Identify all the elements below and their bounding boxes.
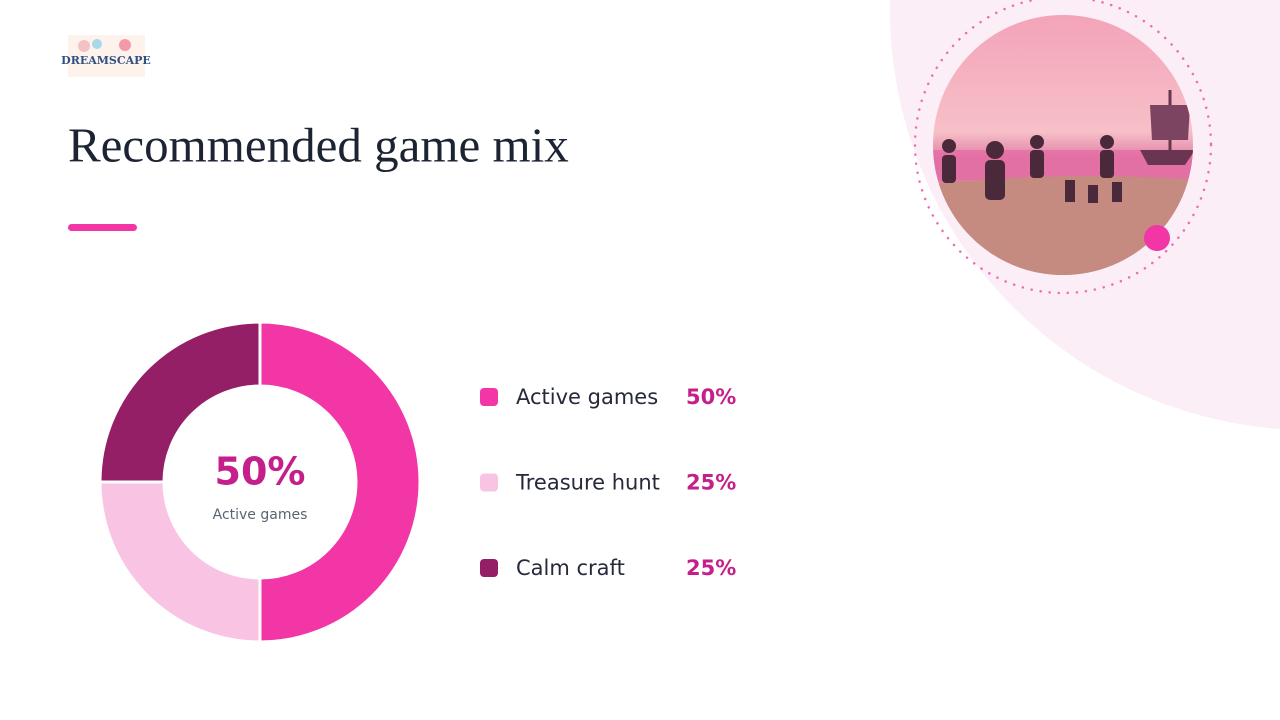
legend-swatch (480, 473, 498, 492)
legend-label: Treasure hunt (515, 471, 660, 495)
donut-segment (258, 320, 422, 644)
illustration (933, 15, 1193, 275)
logo-balloon (119, 39, 131, 51)
legend: Active games 50% Treasure hunt 25% Calm craf… (480, 385, 736, 580)
logo-balloon (92, 39, 102, 49)
legend-swatch (480, 559, 498, 577)
accent-dot (1144, 225, 1170, 251)
center-value: 50% (215, 450, 306, 494)
dotted-ring (913, 0, 1213, 295)
center-label: Active games (213, 507, 308, 523)
donut-segment (98, 480, 262, 644)
title-underline (68, 224, 137, 231)
legend-label: Active games (516, 385, 658, 409)
chart-title: Recommended game mix (68, 117, 569, 172)
legend-value: 25% (686, 471, 736, 495)
legend-swatch (480, 388, 498, 406)
legend-value: 25% (686, 556, 736, 580)
donut (98, 320, 422, 644)
logo-text: DREAMSCAPE (61, 54, 151, 67)
legend-label: Calm craft (516, 556, 625, 580)
logo-balloon (78, 40, 90, 52)
legend-value: 50% (686, 385, 736, 409)
donut-segment (98, 320, 262, 484)
